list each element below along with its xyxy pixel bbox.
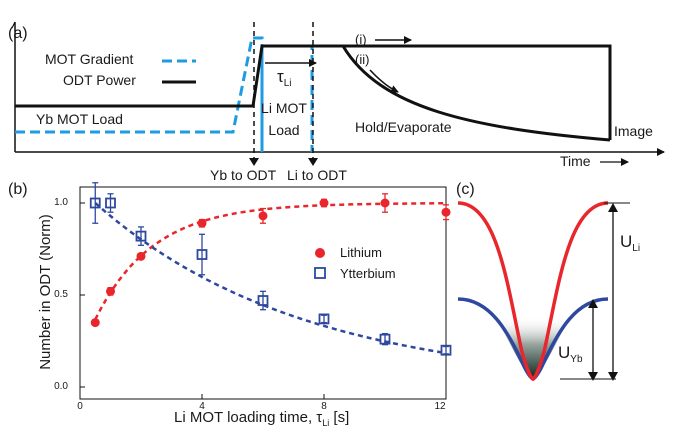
lithium-data-point — [319, 198, 329, 208]
yb-to-odt-arrow — [249, 158, 259, 166]
panel-b-label: (b) — [8, 181, 28, 198]
y-tick-label: 0.5 — [54, 289, 68, 300]
branch-ii-label: (ii) — [355, 52, 369, 67]
time-axis-label: Time — [560, 153, 591, 169]
legend-gradient-label: MOT Gradient — [45, 51, 134, 67]
odt-evaporation-trace — [341, 45, 611, 142]
lithium-data-point — [106, 286, 115, 296]
li-to-odt-arrow — [308, 158, 318, 166]
ytterbium-data-point — [257, 295, 269, 306]
ytterbium-data-point — [196, 249, 208, 260]
legend-power-label: ODT Power — [63, 72, 136, 88]
mot-gradient-li-trace — [260, 44, 314, 152]
panel-c-label: (c) — [456, 181, 475, 198]
x-tick-label: 12 — [434, 401, 446, 412]
lithium-data-point — [90, 318, 100, 328]
x-tick-label: 0 — [77, 401, 83, 412]
ytterbium-data-point — [318, 313, 330, 325]
ytterbium-data-point — [105, 197, 116, 209]
yb-to-odt-label: Yb to ODT — [210, 167, 277, 183]
lithium-data-point — [441, 207, 451, 217]
panel-a: (a) τLi (i) (ii) MOT Gradient ODT Power … — [8, 21, 665, 183]
panel-a-label: (a) — [8, 25, 28, 42]
trap-fill — [494, 316, 572, 378]
panel-b-x-axis-label: Li MOT loading time, τLi [s] — [174, 409, 349, 428]
legend-ytterbium-label: Ytterbium — [340, 266, 396, 281]
lithium-data-point — [136, 251, 146, 261]
branch-i-label: (i) — [355, 32, 367, 47]
tau-li-label: τLi — [277, 67, 292, 89]
y-tick-label: 0.0 — [54, 381, 68, 392]
lithium-data-point — [380, 198, 390, 208]
li-to-odt-label: Li to ODT — [287, 167, 347, 183]
legend-ytterbium-marker — [314, 267, 326, 279]
phase-image: Image — [614, 123, 653, 139]
panel-b-y-axis-label: Number in ODT (Norm) — [37, 214, 54, 370]
lithium-fit-curve — [94, 202, 446, 320]
phase-hold: Hold/Evaporate — [355, 119, 452, 135]
panel-b: (b) Number in ODT (Norm) Li MOT loading … — [8, 181, 452, 428]
ytterbium-data-point — [135, 230, 147, 242]
ytterbium-fit-curve — [94, 202, 447, 355]
panel-c: (c) ULi UYb — [456, 181, 640, 381]
x-tick-label: 4 — [199, 401, 205, 412]
panel-b-plot-frame — [79, 186, 447, 400]
lithium-data-point — [197, 218, 207, 228]
u-li-label: ULi — [620, 232, 640, 254]
lithium-data-point — [258, 211, 268, 221]
phase-li-load-line2: Load — [268, 122, 299, 138]
legend-lithium-marker — [315, 248, 325, 258]
u-yb-label: UYb — [558, 343, 583, 365]
li-potential-curve — [457, 201, 609, 381]
ytterbium-data-point — [440, 344, 452, 356]
panel-b-ticks: 0.0 0.5 1.0 0 4 8 12 — [54, 197, 447, 412]
ytterbium-data-point — [379, 333, 391, 345]
phase-li-load-line1: Li MOT — [261, 100, 307, 116]
x-tick-label: 8 — [321, 401, 327, 412]
ytterbium-data-point — [89, 197, 101, 209]
phase-yb-load: Yb MOT Load — [36, 111, 123, 127]
branch-ii-arrow — [369, 69, 399, 93]
odt-power-trace — [15, 44, 612, 140]
y-tick-label: 1.0 — [54, 197, 68, 208]
legend-lithium-label: Lithium — [340, 245, 382, 260]
panel-b-plot — [89, 182, 452, 356]
